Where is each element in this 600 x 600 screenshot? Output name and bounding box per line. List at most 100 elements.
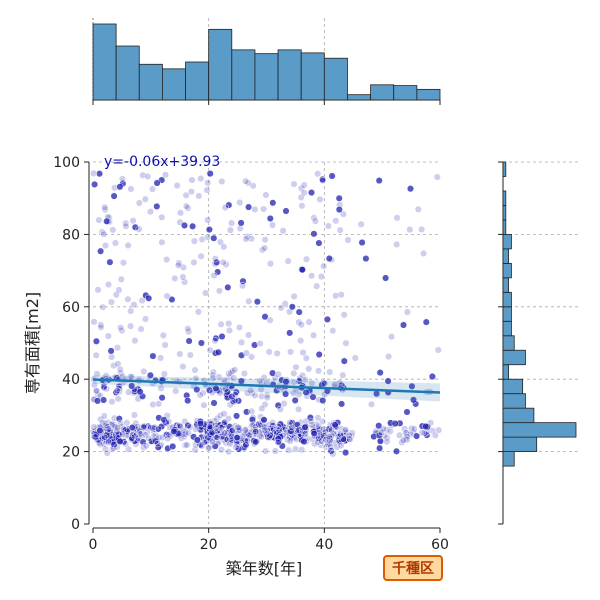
scatter-point <box>420 249 428 257</box>
scatter-point <box>256 339 264 348</box>
y-tick-label: 100 <box>53 155 80 171</box>
scatter-point <box>228 427 236 435</box>
scatter-point <box>221 203 229 212</box>
scatter-point <box>103 449 111 457</box>
scatter-point <box>97 321 105 329</box>
scatter-point <box>358 238 366 247</box>
scatter-point <box>144 172 152 180</box>
scatter-point <box>170 427 178 435</box>
scatter-point <box>242 235 250 243</box>
scatter-point <box>299 371 307 380</box>
scatter-point <box>248 407 256 415</box>
scatter-point <box>196 391 204 399</box>
scatter-point <box>295 308 303 316</box>
scatter-point <box>292 363 300 371</box>
scatter-point <box>197 175 205 183</box>
scatter-point <box>210 271 218 280</box>
top-hist-bar <box>300 52 325 101</box>
right-hist-bar <box>502 248 510 264</box>
scatter-point <box>278 442 286 450</box>
scatter-point <box>116 365 124 373</box>
scatter-point <box>315 350 323 359</box>
scatter-point <box>285 446 293 454</box>
scatter-point <box>182 191 190 199</box>
scatter-point <box>204 233 212 241</box>
scatter-point <box>301 423 309 431</box>
scatter-point <box>204 179 212 187</box>
scatter-point <box>323 315 331 323</box>
scatter-point <box>335 206 343 214</box>
scatter-point <box>315 239 323 247</box>
scatter-point <box>182 202 190 210</box>
scatter-point <box>391 420 399 428</box>
scatter-point <box>101 433 109 441</box>
scatter-point <box>216 411 224 419</box>
scatter-point <box>95 216 103 224</box>
scatter-point <box>333 443 341 451</box>
scatter-point <box>104 281 113 289</box>
scatter-point <box>124 295 132 303</box>
scatter-point <box>163 256 171 264</box>
scatter-point <box>336 226 344 234</box>
scatter-point <box>263 430 271 438</box>
scatter-point <box>197 339 205 347</box>
x-tick-label: 0 <box>89 537 98 553</box>
scatter-point <box>198 235 206 243</box>
scatter-point <box>302 388 310 396</box>
scatter-point <box>108 353 116 361</box>
scatter-point <box>244 437 252 445</box>
scatter-point <box>222 260 230 269</box>
scatter-point <box>209 371 217 379</box>
scatter-point <box>428 372 436 381</box>
right-hist-bar <box>502 378 524 395</box>
scatter-point <box>402 429 410 437</box>
scatter-point <box>403 408 411 416</box>
scatter-point <box>163 292 171 300</box>
scatter-point <box>245 203 253 211</box>
scatter-point <box>225 326 234 335</box>
scatter-point <box>421 429 429 437</box>
scatter-point <box>429 427 437 435</box>
scatter-point <box>269 419 277 427</box>
scatter-point <box>237 338 246 346</box>
scatter-point <box>279 227 287 235</box>
scatter-point <box>94 286 102 294</box>
scatter-point <box>242 441 250 449</box>
scatter-point <box>261 313 269 321</box>
scatter-point <box>230 374 238 382</box>
scatter-point <box>101 242 110 250</box>
scatter-point <box>173 181 181 190</box>
scatter-point <box>237 219 245 227</box>
scatter-point <box>140 444 148 452</box>
scatter-point <box>91 180 99 188</box>
scatter-point <box>266 260 275 268</box>
scatter-point <box>153 440 161 448</box>
scatter-point <box>266 316 274 324</box>
scatter-point <box>122 222 130 230</box>
scatter-point <box>151 423 159 431</box>
scatter-plot-area: 0 20 40 60 0 20 40 60 80 100 <box>53 155 449 553</box>
scatter-point <box>148 185 156 193</box>
scatter-point <box>119 430 127 438</box>
top-hist-bar <box>161 68 186 101</box>
scatter-point <box>184 429 192 437</box>
scatter-point <box>338 400 346 408</box>
scatter-point <box>93 370 101 378</box>
scatter-point <box>140 367 148 376</box>
scatter-point <box>136 430 144 438</box>
scatter-point <box>218 332 226 341</box>
scatter-point <box>290 378 298 386</box>
scatter-point <box>114 395 122 403</box>
y-tick-label: 80 <box>62 227 80 243</box>
scatter-point <box>217 424 225 432</box>
scatter-point <box>282 207 290 215</box>
scatter-point <box>236 198 244 207</box>
scatter-point <box>171 274 179 282</box>
scatter-point <box>92 351 100 359</box>
scatter-point <box>138 297 146 305</box>
scatter-point <box>376 369 384 377</box>
scatter-point <box>114 360 122 368</box>
scatter-point <box>387 333 396 341</box>
regression-group <box>92 375 441 402</box>
scatter-point <box>260 416 268 424</box>
